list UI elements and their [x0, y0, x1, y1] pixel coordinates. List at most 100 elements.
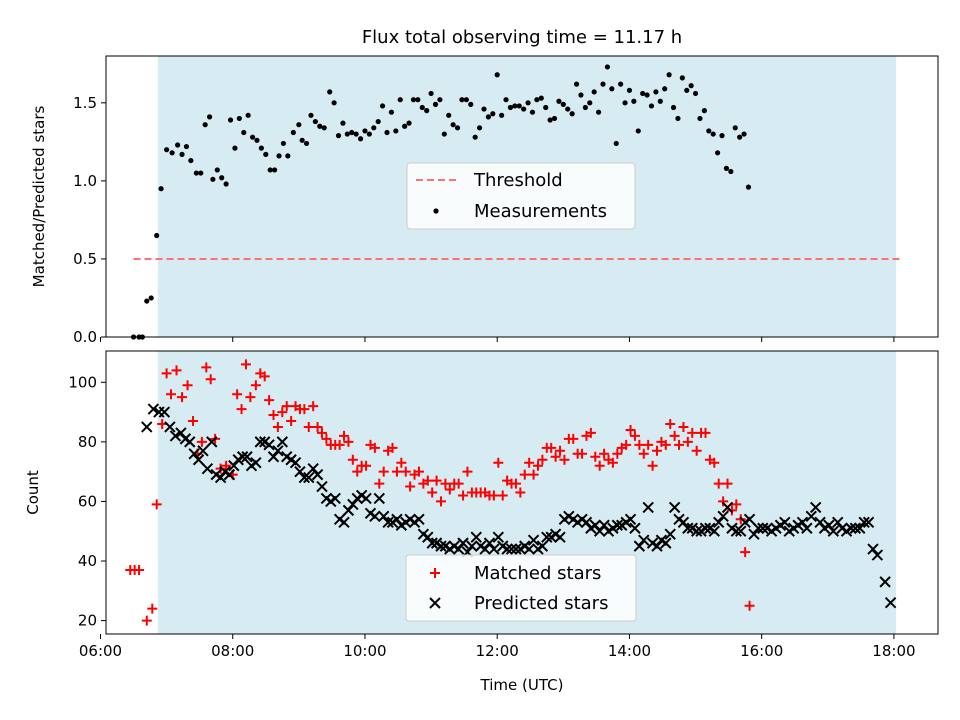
measurement-point: [543, 104, 549, 111]
measurement-point: [715, 150, 721, 156]
measurement-point: [357, 136, 364, 142]
measurement-point: [692, 90, 699, 97]
measurement-point: [706, 128, 712, 134]
predicted-star-point: [845, 522, 857, 534]
predicted-star-point: [307, 462, 319, 475]
predicted-star-point: [580, 516, 593, 528]
measurement-point: [728, 168, 734, 175]
predicted-star-point: [823, 519, 835, 531]
predicted-star-point: [541, 531, 553, 543]
measurement-point: [406, 120, 412, 126]
measurement-point: [631, 98, 637, 104]
axes-frame: [105, 55, 939, 338]
predicted-star-point: [730, 525, 743, 537]
predicted-star-point: [523, 543, 535, 555]
measurement-point: [280, 140, 287, 147]
predicted-star-point: [479, 543, 491, 555]
legend-predicted-swatch: [429, 597, 441, 609]
legend-matched-swatch: [430, 568, 440, 578]
matched-star-point: [594, 460, 605, 471]
x-tick-label: 18:00: [872, 642, 915, 660]
measurement-point: [249, 134, 256, 140]
predicted-star-point: [338, 516, 350, 528]
measurement-point: [626, 87, 633, 93]
measurement-point: [468, 101, 474, 107]
matched-star-point: [264, 395, 275, 406]
measurement-point: [223, 181, 229, 187]
predicted-star-point: [289, 457, 302, 469]
matched-star-point: [678, 421, 689, 432]
matched-star-point: [691, 445, 702, 456]
measurement-point: [485, 114, 491, 120]
legend-measurements-label: Measurements: [474, 201, 607, 222]
predicted-star-point: [492, 531, 505, 543]
measurement-point: [214, 167, 220, 173]
matched-star-point: [555, 445, 566, 456]
measurement-point: [697, 115, 703, 122]
predicted-star-point: [158, 406, 171, 418]
matched-star-point: [400, 466, 411, 477]
measurement-point: [463, 97, 469, 103]
predicted-star-point: [413, 513, 425, 526]
predicted-star-point: [721, 501, 734, 514]
predicted-star-point: [501, 543, 513, 555]
measurement-point: [644, 92, 650, 98]
predicted-star-point: [272, 445, 284, 457]
predicted-star-point: [228, 459, 240, 472]
measurement-point: [446, 112, 452, 118]
matched-star-point: [245, 392, 256, 403]
measurement-point: [494, 72, 500, 78]
predicted-star-point: [391, 513, 403, 526]
predicted-star-point: [241, 451, 253, 463]
axes-frame: [105, 350, 939, 635]
measurement-point: [312, 118, 318, 125]
measurement-point: [236, 115, 242, 122]
measurement-point: [551, 115, 558, 122]
measurement-point: [415, 97, 421, 103]
measurement-point: [595, 109, 602, 115]
matched-star-point: [303, 421, 314, 432]
matched-star-point: [321, 433, 332, 444]
measurement-point: [600, 81, 606, 87]
predicted-star-point: [147, 403, 160, 415]
measurement-point: [410, 97, 417, 103]
legend-box: [405, 554, 637, 622]
matched-star-point: [638, 448, 649, 459]
matched-star-point: [643, 439, 654, 450]
matched-star-point: [532, 460, 543, 471]
measurement-point: [206, 114, 213, 120]
matched-star-point: [510, 478, 521, 489]
matched-star-point: [665, 418, 676, 429]
measurement-point: [521, 106, 527, 112]
series-matched-stars: [125, 359, 755, 626]
predicted-star-point: [250, 457, 262, 469]
matched-star-point: [151, 499, 162, 510]
predicted-star-point: [682, 522, 694, 534]
predicted-star-point: [141, 421, 153, 433]
predicted-star-point: [779, 516, 791, 528]
matched-star-point: [369, 442, 380, 453]
matched-star-point: [735, 514, 746, 525]
matched-star-point: [497, 490, 508, 501]
measurement-point: [653, 89, 659, 95]
y-axis-label: Count: [24, 470, 42, 515]
predicted-star-point: [360, 492, 372, 505]
measurement-point: [622, 100, 628, 106]
legend: Threshold Measurements: [406, 162, 636, 230]
predicted-star-point: [858, 516, 870, 528]
legend-matched-label: Matched stars: [474, 563, 601, 584]
y-tick-label: 60: [78, 492, 97, 510]
x-tick-label: 12:00: [476, 642, 519, 660]
measurement-point: [745, 184, 752, 190]
measurement-point: [164, 147, 170, 153]
y-tick-label: 0.5: [73, 250, 97, 268]
predicted-star-point: [164, 421, 176, 433]
x-tick-label: 06:00: [79, 642, 122, 660]
measurement-point: [254, 137, 260, 143]
matched-star-point: [444, 484, 455, 495]
measurement-point: [476, 125, 483, 131]
measurement-point: [158, 186, 164, 192]
matched-star-point: [537, 454, 548, 465]
predicted-star-point: [316, 480, 328, 493]
predicted-star-point: [201, 462, 214, 475]
